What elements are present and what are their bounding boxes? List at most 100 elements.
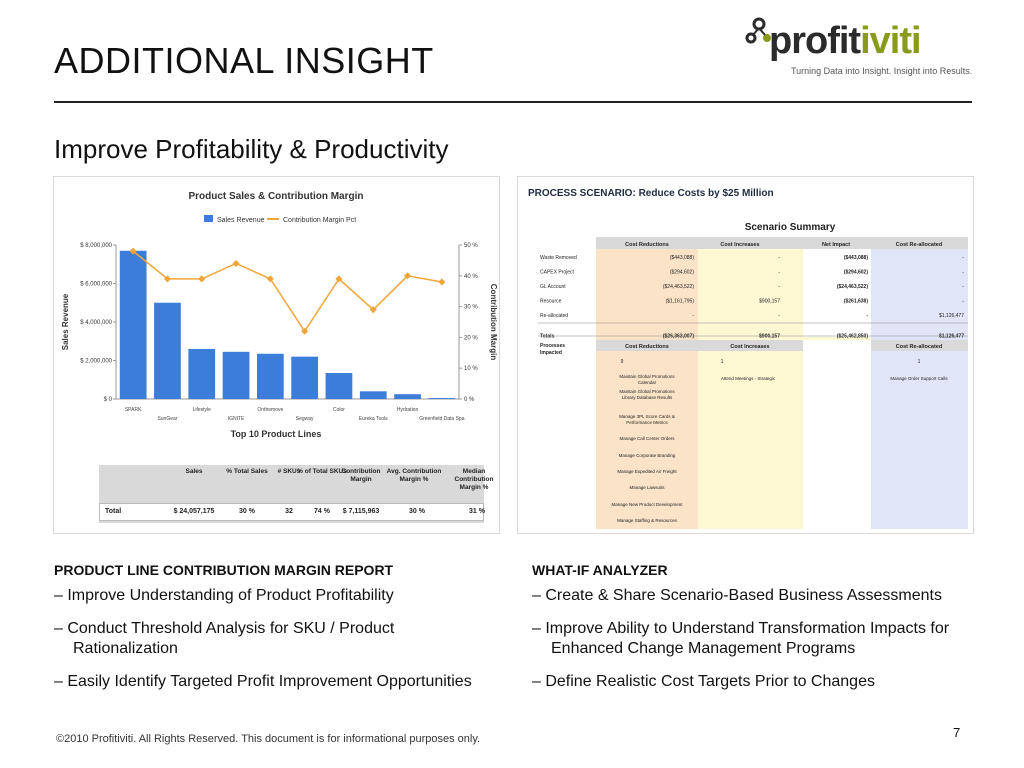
scenario-value-cell: ($26,363,007) bbox=[663, 334, 694, 340]
scenario-header-cell: Net Impact bbox=[822, 242, 850, 248]
scenario-value-cell: $900,157 bbox=[759, 334, 780, 340]
process-count: 1 bbox=[918, 359, 921, 365]
processes-impacted-label: Processes bbox=[540, 343, 565, 349]
scenario-value-cell: - bbox=[778, 270, 780, 276]
summary-header-cell: % of Total SKUs bbox=[297, 468, 347, 475]
scenario-row-label: Waste Removed bbox=[540, 255, 577, 261]
sales-bar bbox=[394, 394, 421, 399]
process-count: 1 bbox=[721, 359, 724, 365]
process-reduction-item: Maintain Global Promotions bbox=[619, 374, 675, 379]
process-reduction-item: Manage Corporate Branding bbox=[619, 453, 676, 458]
scenario-value-cell: ($294,602) bbox=[844, 270, 869, 276]
y2-tick-label: 50 % bbox=[464, 243, 478, 249]
sales-bar bbox=[154, 302, 181, 399]
x-tick-label: Color bbox=[333, 407, 345, 413]
sales-bar bbox=[325, 373, 353, 399]
process-reduction-item: Manage 3PL Score Cards & bbox=[619, 414, 675, 419]
scenario-value-cell: - bbox=[778, 284, 780, 290]
summary-row-label: Total bbox=[105, 508, 122, 515]
process-increase-item: Attend Meetings - Strategic bbox=[721, 376, 776, 381]
left-bullet-1: – Improve Understanding of Product Profi… bbox=[54, 587, 394, 604]
sales-bar bbox=[428, 398, 456, 399]
product-sales-chart: Product Sales & Contribution Margin Sales… bbox=[61, 191, 498, 439]
sales-bar bbox=[222, 351, 250, 399]
scenario-header-cell: Cost Reductions bbox=[625, 242, 669, 248]
y2-tick-label: 10 % bbox=[464, 366, 478, 372]
scenario-value-cell: $900,157 bbox=[759, 299, 780, 305]
summary-table: Sales % Total Sales # SKUs% of Total SKUs C… bbox=[99, 465, 494, 523]
scenario-value-cell: - bbox=[962, 270, 964, 276]
x-tick-label: Lifestyle bbox=[193, 407, 212, 413]
right-bullet-3: – Define Realistic Cost Targets Prior to… bbox=[532, 673, 875, 690]
margin-point bbox=[404, 272, 412, 280]
margin-point bbox=[369, 306, 377, 314]
margin-point bbox=[163, 275, 171, 283]
y2-tick-label: 30 % bbox=[464, 305, 478, 311]
y-tick-label: $ 0 bbox=[104, 397, 113, 403]
summary-value-cell: 74 % bbox=[314, 508, 330, 515]
y2-tick-label: 40 % bbox=[464, 274, 478, 280]
scenario-row-label: Totals bbox=[540, 334, 555, 340]
margin-point bbox=[266, 275, 274, 283]
scenario-summary: PROCESS SCENARIO: Reduce Costs by $25 Mi… bbox=[528, 188, 968, 529]
page-subtitle: Improve Profitability & Productivity bbox=[54, 134, 449, 164]
scenario-value-cell: - bbox=[866, 313, 868, 319]
scenario-header-cell: Cost Increases bbox=[720, 242, 759, 248]
scenario-value-cell: ($261,638) bbox=[844, 299, 869, 305]
margin-point bbox=[232, 259, 240, 268]
what-if-analyzer-panel: PROCESS SCENARIO: Reduce Costs by $25 Mi… bbox=[517, 176, 974, 534]
scenario-value-cell: - bbox=[778, 255, 780, 261]
y-tick-label: $ 2,000,000 bbox=[80, 359, 112, 365]
svg-text:Calendar: Calendar bbox=[638, 380, 657, 385]
process-reduction-item: Manage Lawsuits bbox=[629, 485, 665, 490]
scenario-row-label: Resource bbox=[540, 299, 562, 305]
process-header-cell: Cost Increases bbox=[730, 344, 769, 350]
process-reduction-item: Manage Staffing & Resources bbox=[617, 518, 677, 523]
legend-label-sales: Sales Revenue bbox=[217, 217, 265, 224]
scenario-row-label: GL Account bbox=[540, 284, 566, 290]
x-tick-label: Onthemove bbox=[257, 407, 283, 413]
process-reduction-item: Manage New Product Development bbox=[611, 502, 683, 507]
margin-point bbox=[198, 275, 206, 283]
svg-text:Performance Metrics: Performance Metrics bbox=[626, 420, 668, 425]
left-section-heading: PRODUCT LINE CONTRIBUTION MARGIN REPORT bbox=[54, 562, 394, 578]
scenario-value-cell: - bbox=[962, 284, 964, 290]
sales-bar bbox=[359, 391, 387, 399]
page-number: 7 bbox=[953, 725, 961, 740]
scenario-value-cell: ($25,462,850) bbox=[837, 334, 868, 340]
process-count: 9 bbox=[621, 359, 624, 365]
chart-title: Product Sales & Contribution Margin bbox=[188, 191, 363, 202]
x-tick-label: IGNITE bbox=[228, 416, 245, 422]
process-header-cell: Cost Reductions bbox=[625, 344, 669, 350]
margin-point bbox=[335, 275, 343, 283]
margin-point bbox=[301, 327, 309, 335]
right-section-heading: WHAT-IF ANALYZER bbox=[532, 562, 668, 578]
process-reduction-item: Maintain Global Promotions bbox=[619, 389, 675, 394]
process-reallocated-item: Manage Order Support Calls bbox=[890, 376, 948, 381]
margin-point bbox=[438, 278, 446, 286]
x-tick-label: Hydration bbox=[397, 407, 419, 413]
company-logo: profitiviti Turning Data into Insight. I… bbox=[745, 12, 975, 82]
sales-bar bbox=[291, 356, 319, 399]
summary-value-cell: 31 % bbox=[469, 508, 485, 515]
y2-tick-label: 0 % bbox=[464, 397, 475, 403]
svg-text:Impacted: Impacted bbox=[540, 350, 562, 356]
logo-molecule-icon bbox=[745, 17, 771, 44]
summary-header-cell: # SKUs bbox=[277, 468, 301, 475]
scenario-value-cell: ($294,602) bbox=[670, 270, 695, 276]
scenario-value-cell: ($24,463,522) bbox=[663, 284, 694, 290]
left-bullet-2: – Conduct Threshold Analysis for SKU / P… bbox=[54, 620, 395, 657]
legend-label-margin: Contribution Margin Pct bbox=[283, 217, 356, 224]
summary-value-cell: $ 24,057,175 bbox=[173, 508, 215, 515]
summary-header-cell: Contribution Margin bbox=[341, 468, 381, 483]
x-tick-label: Greenfield Data Spa bbox=[419, 416, 465, 422]
y2-tick-label: 20 % bbox=[464, 335, 478, 341]
scenario-title: PROCESS SCENARIO: Reduce Costs by $25 Mi… bbox=[528, 188, 774, 199]
scenario-value-cell: - bbox=[962, 255, 964, 261]
x-tick-label: SunGear bbox=[157, 416, 177, 422]
summary-header-cell: Median Contribution Margin % bbox=[454, 468, 494, 491]
x-tick-label: SPARK bbox=[125, 407, 142, 413]
process-reduction-item: Manage Expedited Air Freight bbox=[617, 469, 677, 474]
scenario-value-cell: - bbox=[778, 313, 780, 319]
left-bullet-3: – Easily Identify Targeted Profit Improv… bbox=[54, 673, 472, 690]
